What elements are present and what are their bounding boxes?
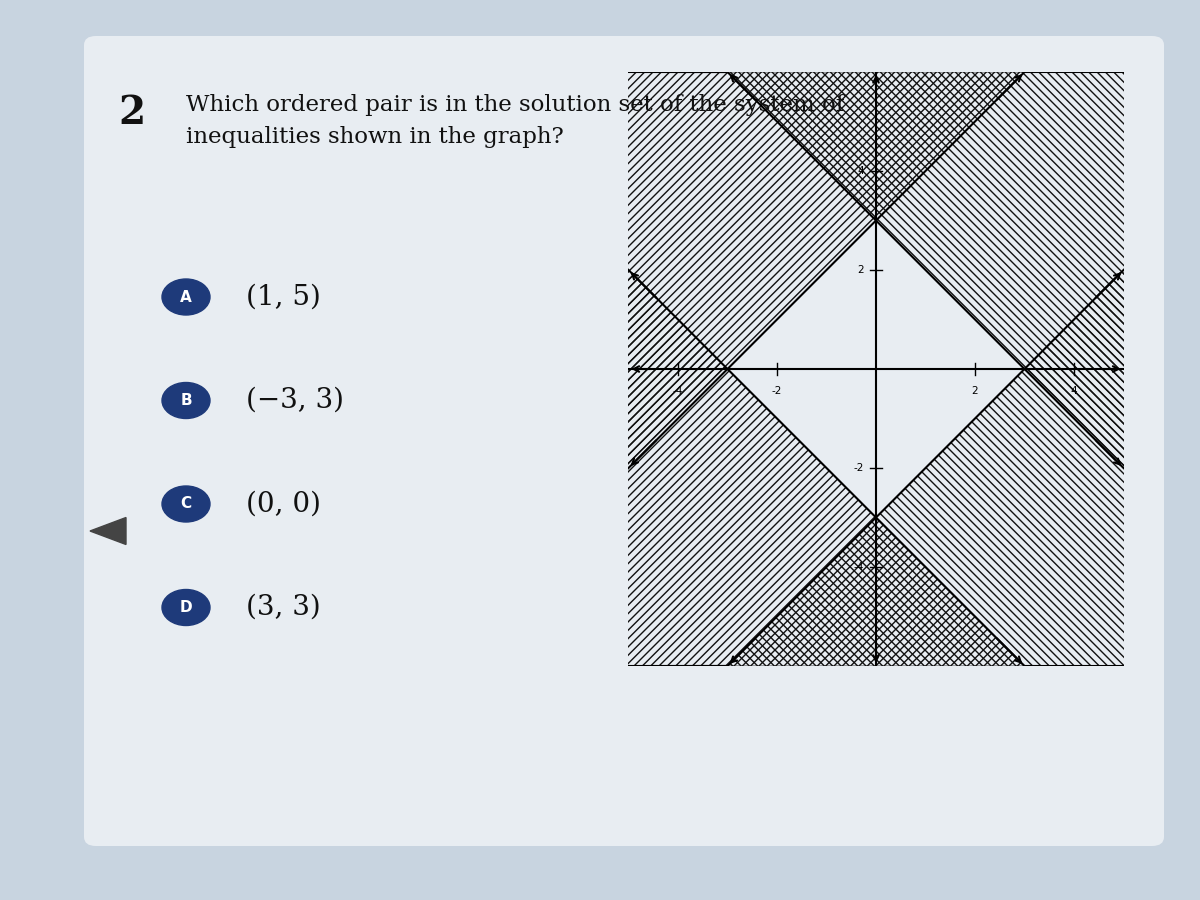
- Text: C: C: [180, 497, 192, 511]
- Text: 2: 2: [119, 94, 145, 132]
- Text: -2: -2: [853, 463, 864, 473]
- Text: 4: 4: [857, 166, 864, 176]
- Text: (0, 0): (0, 0): [246, 491, 322, 518]
- Text: (1, 5): (1, 5): [246, 284, 320, 310]
- Circle shape: [162, 279, 210, 315]
- Text: -4: -4: [853, 562, 864, 572]
- Text: B: B: [180, 393, 192, 408]
- Circle shape: [162, 382, 210, 418]
- Text: -4: -4: [673, 386, 683, 396]
- Text: D: D: [180, 600, 192, 615]
- FancyBboxPatch shape: [84, 36, 1164, 846]
- Text: 2: 2: [972, 386, 978, 396]
- Text: 2: 2: [857, 265, 864, 275]
- Text: Which ordered pair is in the solution set of the system of
inequalities shown in: Which ordered pair is in the solution se…: [186, 94, 845, 148]
- Text: (3, 3): (3, 3): [246, 594, 320, 621]
- Circle shape: [162, 590, 210, 625]
- Text: 4: 4: [1070, 386, 1078, 396]
- Circle shape: [162, 486, 210, 522]
- Polygon shape: [90, 518, 126, 544]
- Text: A: A: [180, 290, 192, 304]
- Text: -2: -2: [772, 386, 782, 396]
- Text: (−3, 3): (−3, 3): [246, 387, 344, 414]
